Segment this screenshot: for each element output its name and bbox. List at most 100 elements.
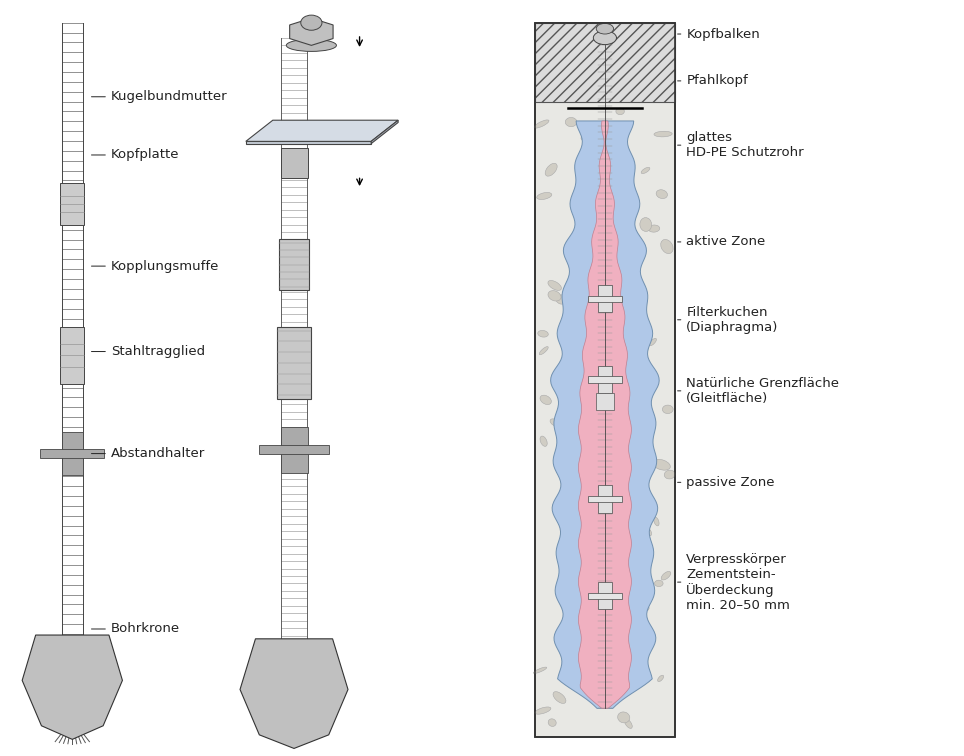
Ellipse shape: [539, 346, 549, 355]
Polygon shape: [246, 141, 371, 144]
Ellipse shape: [605, 141, 620, 149]
Ellipse shape: [604, 282, 619, 287]
Text: Stahltragglied: Stahltragglied: [92, 345, 205, 358]
Ellipse shape: [606, 294, 617, 304]
Polygon shape: [240, 639, 348, 748]
Ellipse shape: [641, 167, 650, 174]
Text: Kugelbundmutter: Kugelbundmutter: [92, 90, 228, 104]
Text: Filterkuchen
(Diaphragma): Filterkuchen (Diaphragma): [678, 305, 779, 334]
Bar: [259, 445, 329, 454]
Ellipse shape: [549, 719, 556, 727]
Ellipse shape: [617, 332, 624, 337]
Ellipse shape: [563, 525, 577, 534]
Ellipse shape: [637, 414, 650, 422]
Bar: [535, 23, 675, 102]
Text: Natürliche Grenzfläche
(Gleitfläche): Natürliche Grenzfläche (Gleitfläche): [678, 376, 840, 405]
Ellipse shape: [603, 246, 612, 253]
Text: Bohrkrone: Bohrkrone: [92, 622, 180, 636]
Ellipse shape: [628, 474, 634, 480]
Ellipse shape: [550, 419, 560, 426]
Bar: [535, 23, 675, 737]
Text: aktive Zone: aktive Zone: [678, 235, 765, 249]
Ellipse shape: [631, 246, 639, 252]
Ellipse shape: [577, 271, 593, 284]
Ellipse shape: [574, 405, 589, 411]
Ellipse shape: [660, 240, 673, 253]
Ellipse shape: [537, 193, 551, 200]
Ellipse shape: [647, 529, 652, 536]
Ellipse shape: [620, 215, 631, 225]
Bar: [281, 148, 308, 178]
Ellipse shape: [616, 108, 625, 115]
Ellipse shape: [654, 132, 672, 137]
Ellipse shape: [590, 592, 598, 597]
Ellipse shape: [631, 290, 642, 301]
Text: glattes
HD-PE Schutzrohr: glattes HD-PE Schutzrohr: [678, 131, 804, 160]
Bar: [588, 496, 623, 502]
Ellipse shape: [581, 132, 596, 141]
Ellipse shape: [630, 554, 638, 561]
Ellipse shape: [622, 373, 629, 380]
Ellipse shape: [546, 163, 557, 176]
Ellipse shape: [580, 333, 595, 340]
Bar: [588, 296, 623, 302]
Bar: [277, 327, 311, 399]
Ellipse shape: [576, 269, 588, 281]
Polygon shape: [578, 121, 631, 708]
Polygon shape: [550, 121, 659, 708]
Ellipse shape: [653, 460, 670, 470]
Ellipse shape: [534, 120, 549, 128]
Ellipse shape: [301, 15, 322, 30]
Ellipse shape: [648, 225, 659, 232]
Ellipse shape: [584, 326, 597, 333]
Ellipse shape: [640, 218, 652, 231]
Ellipse shape: [621, 534, 632, 542]
Text: Pfahlkopf: Pfahlkopf: [678, 74, 748, 88]
Ellipse shape: [593, 212, 598, 227]
Bar: [598, 285, 612, 312]
Ellipse shape: [584, 558, 597, 569]
Bar: [596, 393, 614, 410]
Bar: [588, 593, 623, 599]
Bar: [588, 376, 623, 383]
Ellipse shape: [535, 707, 550, 714]
Ellipse shape: [556, 295, 568, 304]
Ellipse shape: [654, 517, 659, 526]
Ellipse shape: [564, 473, 579, 479]
Ellipse shape: [565, 306, 576, 316]
Bar: [598, 366, 612, 393]
Bar: [62, 432, 83, 475]
Ellipse shape: [650, 339, 656, 345]
Polygon shape: [371, 120, 398, 144]
Text: Kopfbalken: Kopfbalken: [678, 27, 761, 41]
Ellipse shape: [576, 657, 592, 669]
Text: Kopfplatte: Kopfplatte: [92, 148, 179, 162]
Ellipse shape: [600, 433, 607, 440]
Ellipse shape: [602, 643, 619, 647]
Ellipse shape: [641, 539, 651, 546]
Ellipse shape: [618, 677, 629, 685]
Polygon shape: [289, 18, 334, 45]
Ellipse shape: [576, 199, 586, 206]
Ellipse shape: [625, 719, 632, 728]
Ellipse shape: [618, 712, 629, 723]
Ellipse shape: [662, 405, 673, 414]
Ellipse shape: [656, 190, 667, 199]
Ellipse shape: [286, 39, 336, 51]
Text: passive Zone: passive Zone: [678, 476, 775, 489]
Ellipse shape: [599, 403, 610, 407]
Ellipse shape: [558, 538, 568, 547]
Ellipse shape: [655, 580, 663, 587]
Ellipse shape: [664, 470, 675, 479]
Ellipse shape: [565, 117, 576, 127]
Ellipse shape: [598, 193, 613, 198]
Text: Kopplungsmuffe: Kopplungsmuffe: [92, 259, 219, 273]
Ellipse shape: [538, 330, 549, 337]
Ellipse shape: [616, 643, 624, 650]
Ellipse shape: [636, 606, 646, 612]
Bar: [60, 183, 85, 225]
Ellipse shape: [533, 667, 547, 674]
Bar: [281, 427, 308, 472]
Text: Verpresskörper
Zementstein-
Überdeckung
min. 20–50 mm: Verpresskörper Zementstein- Überdeckung …: [678, 553, 790, 612]
Polygon shape: [22, 635, 122, 739]
